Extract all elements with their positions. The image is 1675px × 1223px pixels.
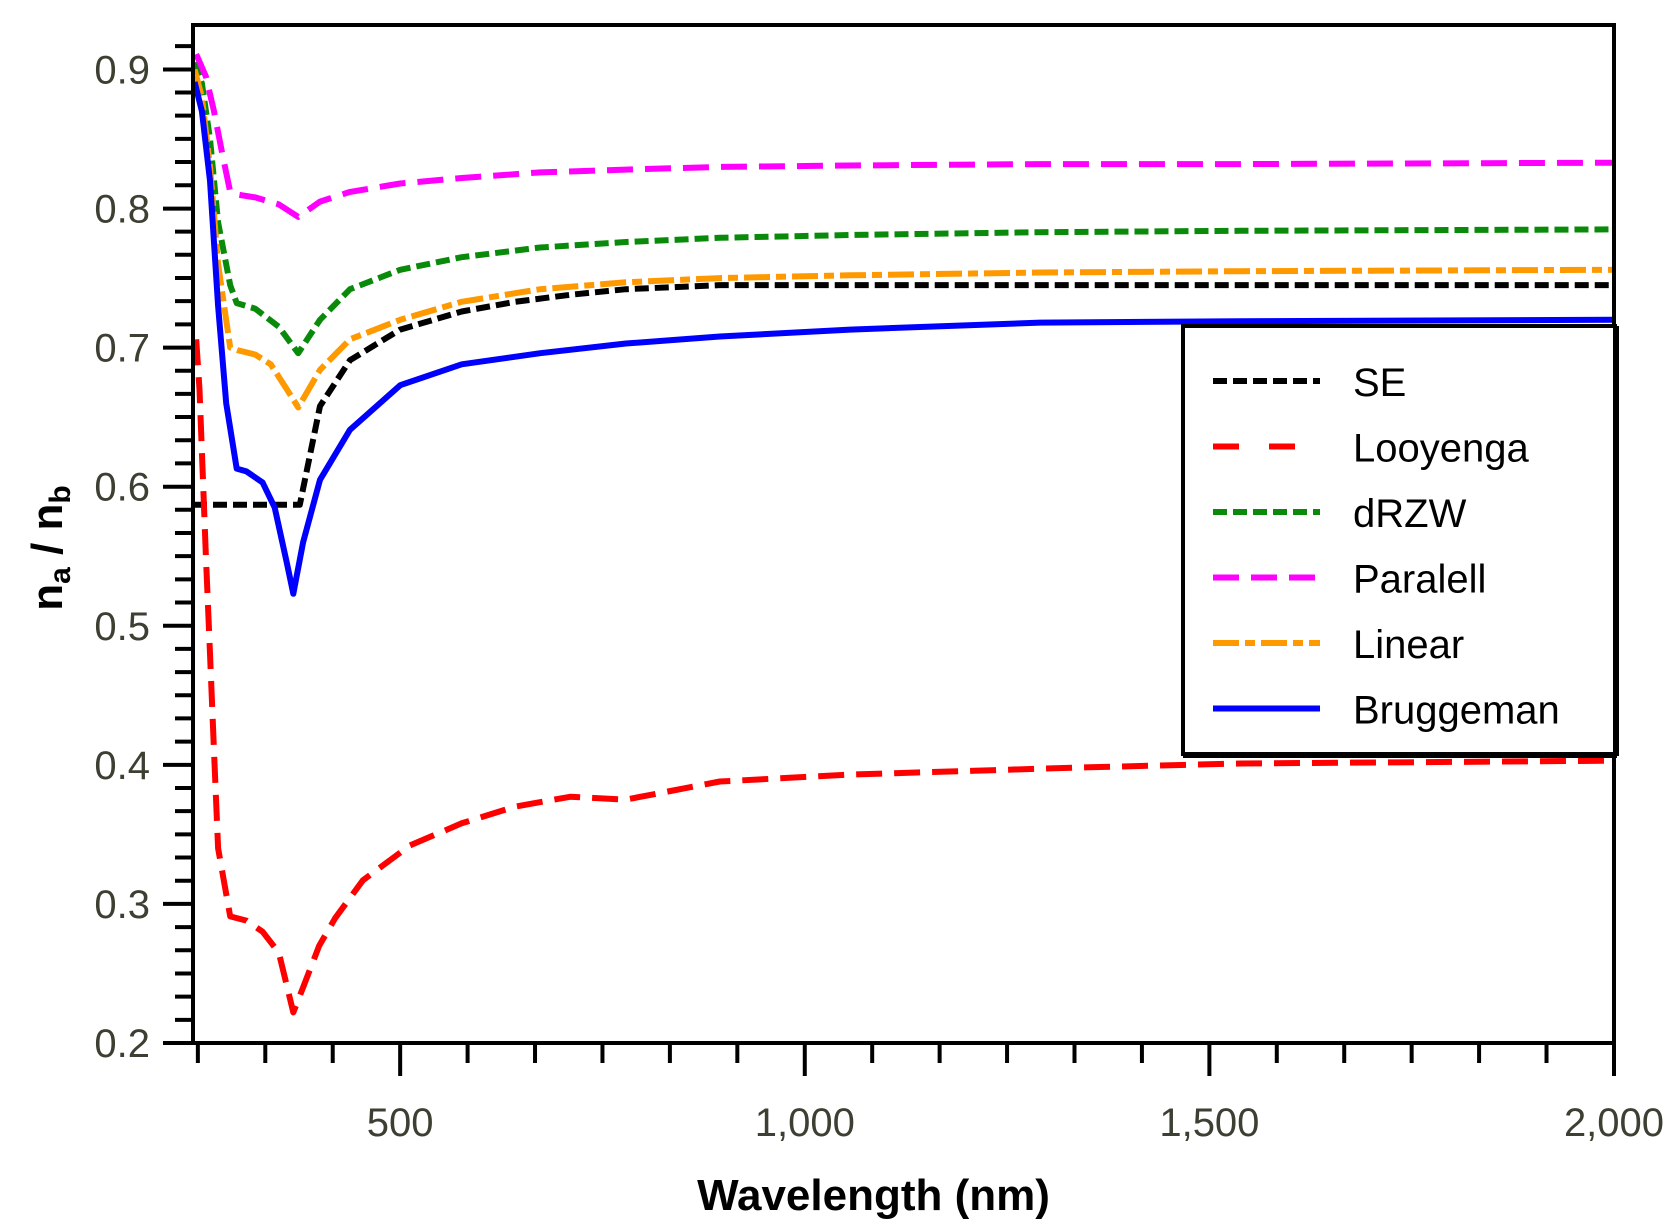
y-tick-label: 0.5 [94, 605, 150, 649]
legend-item-se: SE [1213, 361, 1406, 405]
legend-label: dRZW [1353, 492, 1467, 536]
y-axis-title-n-a: n [23, 584, 72, 611]
ticks-layer: 500 1,000 1,500 2,000 0.2 0.3 0.4 0.5 0.6 0.7 0.8 0… [94, 44, 1664, 1145]
legend-label: SE [1353, 361, 1406, 405]
legend-item-paralell: Paralell [1213, 558, 1486, 602]
legend-item-looyenga: Looyenga [1213, 427, 1529, 471]
legend-label: Linear [1353, 623, 1464, 667]
y-tick-label: 0.9 [94, 49, 150, 93]
y-tick-label: 0.7 [94, 327, 150, 371]
legend-label: Looyenga [1353, 427, 1529, 471]
series-line-se [193, 282, 1614, 508]
x-tick-label: 500 [367, 1101, 434, 1145]
series-line-linear [193, 68, 1614, 411]
y-axis-title-sub-a: a [44, 567, 77, 584]
legend-label: Paralell [1353, 558, 1486, 602]
legend-label: Bruggeman [1353, 689, 1560, 733]
legend-item-bruggeman: Bruggeman [1213, 689, 1560, 733]
legend-box [1181, 324, 1617, 756]
series-layer [193, 53, 1614, 1016]
x-axis-title: Wavelength (nm) [697, 1171, 1050, 1220]
y-axis-title-sub-b: b [44, 485, 77, 503]
series-line-bruggeman [193, 81, 1614, 597]
legend-item-drzw: dRZW [1213, 492, 1467, 536]
y-tick-label: 0.6 [94, 466, 150, 510]
y-tick-label: 0.2 [94, 1022, 150, 1066]
series-line-paralell [193, 53, 1614, 220]
series-line-drzw [193, 61, 1614, 357]
y-axis-title: na / nb [23, 485, 77, 610]
legend: SE Looyenga dRZW Paralell Linear Bruggeman [1181, 324, 1619, 758]
legend-item-linear: Linear [1213, 623, 1464, 667]
y-axis-title-n-b: n [23, 504, 72, 531]
y-tick-label: 0.3 [94, 883, 150, 927]
x-tick-label: 1,000 [755, 1101, 855, 1145]
y-tick-label: 0.8 [94, 188, 150, 232]
x-tick-label: 1,500 [1159, 1101, 1259, 1145]
x-tick-label: 2,000 [1564, 1101, 1664, 1145]
y-axis-title-sep: / [23, 530, 72, 567]
y-tick-label: 0.4 [94, 744, 150, 788]
